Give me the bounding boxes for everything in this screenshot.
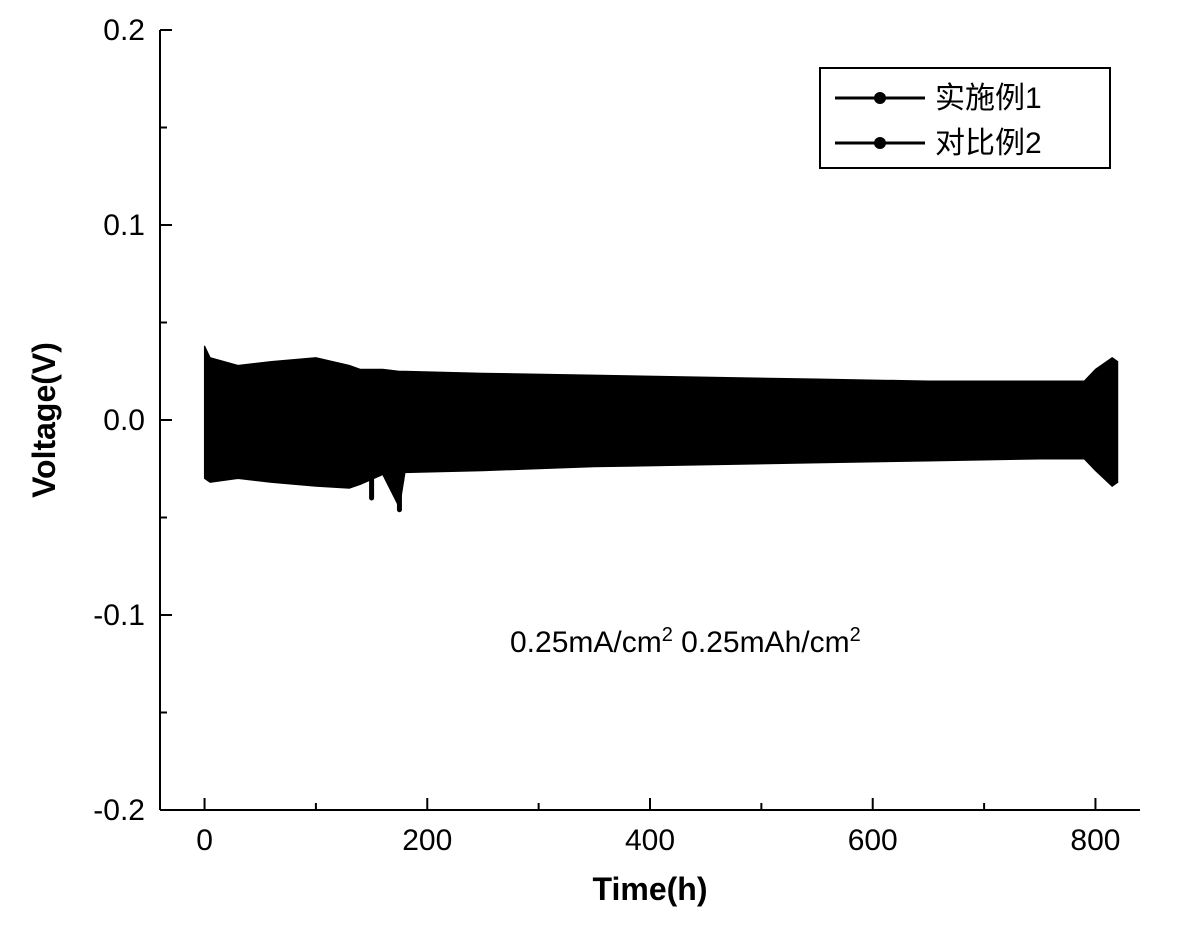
x-tick-label: 0 [196,824,213,857]
y-tick-label: -0.2 [93,794,145,827]
legend-marker [874,137,886,149]
legend-label: 实施例1 [935,82,1042,115]
y-tick-label: 0.2 [103,14,145,47]
legend-label: 对比例2 [935,127,1042,160]
y-tick-label: 0.1 [103,209,145,242]
y-axis-title: Voltage(V) [26,342,62,498]
x-tick-label: 400 [625,824,675,857]
y-tick-label: 0.0 [103,404,145,437]
y-tick-label: -0.1 [93,599,145,632]
x-tick-label: 800 [1070,824,1120,857]
chart-container: 0 200 400 600 800 Time(h) -0.2 -0.1 0.0 0.1 0.2 Vol… [0,0,1190,920]
legend-marker [874,92,886,104]
x-tick-label: 200 [402,824,452,857]
voltage-time-chart: 0 200 400 600 800 Time(h) -0.2 -0.1 0.0 0.1 0.2 Vol… [0,0,1190,920]
chart-annotation: 0.25mA/cm2 0.25mAh/cm2 [510,624,861,659]
x-axis-title: Time(h) [593,871,708,907]
x-tick-label: 600 [848,824,898,857]
